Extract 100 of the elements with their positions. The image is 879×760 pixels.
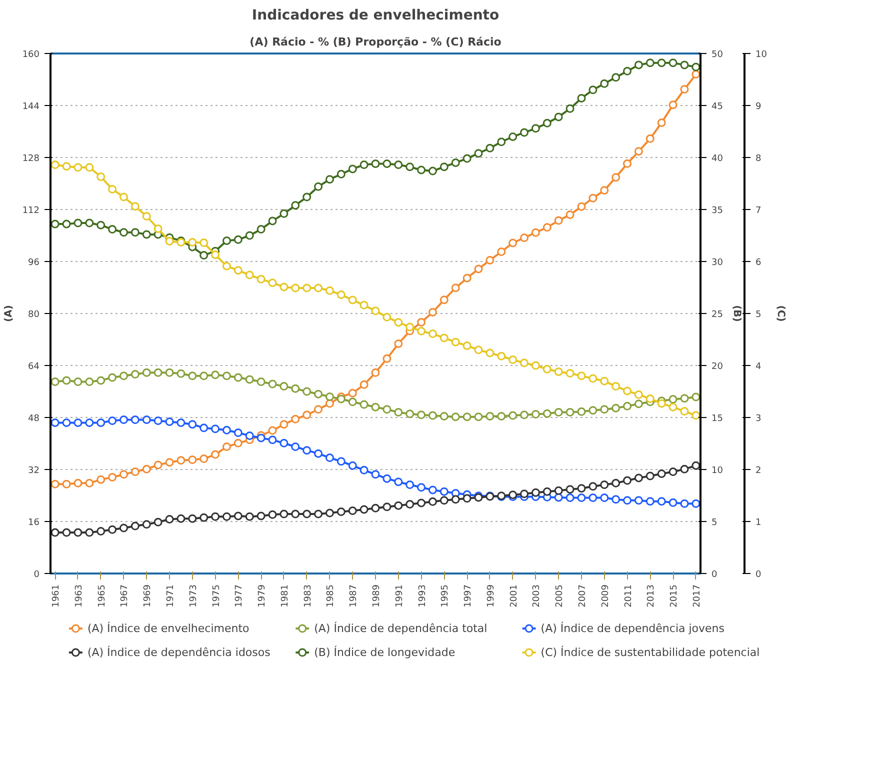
point xyxy=(657,469,666,478)
point xyxy=(360,466,368,474)
point xyxy=(382,159,392,168)
point xyxy=(474,346,483,354)
point xyxy=(348,398,357,406)
point xyxy=(600,186,609,195)
point xyxy=(440,162,448,172)
point xyxy=(520,358,529,368)
point xyxy=(188,514,197,523)
point xyxy=(371,470,380,479)
y3-tick-label: 2 xyxy=(756,466,762,476)
point xyxy=(222,512,231,521)
x-tick-label: 1991 xyxy=(394,584,405,608)
point xyxy=(634,474,643,482)
point xyxy=(256,434,266,442)
point xyxy=(692,499,700,508)
point xyxy=(417,483,426,492)
point xyxy=(360,380,368,389)
point xyxy=(428,166,437,176)
point xyxy=(256,378,266,386)
point xyxy=(554,486,563,495)
point xyxy=(188,372,197,380)
point xyxy=(325,286,334,295)
point xyxy=(96,172,106,181)
point xyxy=(417,498,426,508)
point xyxy=(508,132,518,141)
point xyxy=(142,520,151,529)
point xyxy=(462,274,472,282)
point xyxy=(85,378,94,386)
point xyxy=(280,510,288,518)
point xyxy=(130,228,140,237)
point xyxy=(268,278,277,288)
point xyxy=(440,296,448,304)
y2-tick-label: 15 xyxy=(712,414,723,424)
point xyxy=(634,400,643,408)
point xyxy=(74,163,82,172)
point xyxy=(451,412,460,422)
point xyxy=(542,487,552,496)
y3-tick-label: 8 xyxy=(756,154,762,164)
x-tick-label: 1971 xyxy=(166,584,176,608)
chart-title: Indicadores de envelhecimento xyxy=(252,8,500,24)
point xyxy=(440,412,448,420)
point xyxy=(85,163,94,172)
point xyxy=(668,58,678,68)
point xyxy=(542,118,552,128)
point xyxy=(188,238,197,247)
point xyxy=(623,386,632,396)
y2-tick-label: 10 xyxy=(712,466,724,476)
point xyxy=(291,510,300,518)
point xyxy=(119,416,128,424)
point xyxy=(531,361,540,370)
point xyxy=(646,58,654,68)
point xyxy=(566,104,574,113)
point xyxy=(154,224,162,233)
point xyxy=(314,284,323,292)
point xyxy=(165,514,174,524)
point xyxy=(474,264,483,274)
point xyxy=(314,182,323,191)
point xyxy=(451,284,460,292)
y3-tick-label: 6 xyxy=(756,258,762,268)
x-tick-label: 1977 xyxy=(234,584,245,608)
point xyxy=(554,408,563,417)
point xyxy=(165,458,174,467)
point xyxy=(394,478,403,486)
point xyxy=(142,230,151,239)
point xyxy=(623,66,632,76)
point xyxy=(440,334,448,342)
point xyxy=(108,225,117,234)
point xyxy=(520,128,529,137)
y2-axis-title: (B) xyxy=(730,305,742,322)
point xyxy=(62,418,71,427)
point xyxy=(588,194,598,202)
point xyxy=(268,510,277,519)
point xyxy=(612,382,620,391)
point xyxy=(612,73,620,82)
y2-tick-label: 0 xyxy=(712,570,718,580)
point xyxy=(119,470,128,479)
legend-label: (A) Índice de envelhecimento xyxy=(87,621,250,635)
point xyxy=(394,339,403,348)
point xyxy=(692,62,700,72)
point xyxy=(680,407,689,416)
point xyxy=(474,149,483,158)
point xyxy=(371,159,380,168)
point xyxy=(531,410,540,418)
point xyxy=(417,326,426,336)
point xyxy=(451,495,460,504)
point xyxy=(325,392,334,401)
x-tick-label: 1981 xyxy=(280,584,290,608)
point xyxy=(406,480,414,490)
y2-tick-label: 25 xyxy=(712,310,723,320)
point xyxy=(623,402,632,410)
point xyxy=(302,192,312,202)
point xyxy=(119,228,128,237)
point xyxy=(612,478,620,488)
point xyxy=(486,256,494,264)
point xyxy=(577,94,586,102)
y3-tick-label: 9 xyxy=(756,102,762,112)
point xyxy=(234,438,242,448)
point xyxy=(348,461,357,470)
point xyxy=(371,402,380,412)
